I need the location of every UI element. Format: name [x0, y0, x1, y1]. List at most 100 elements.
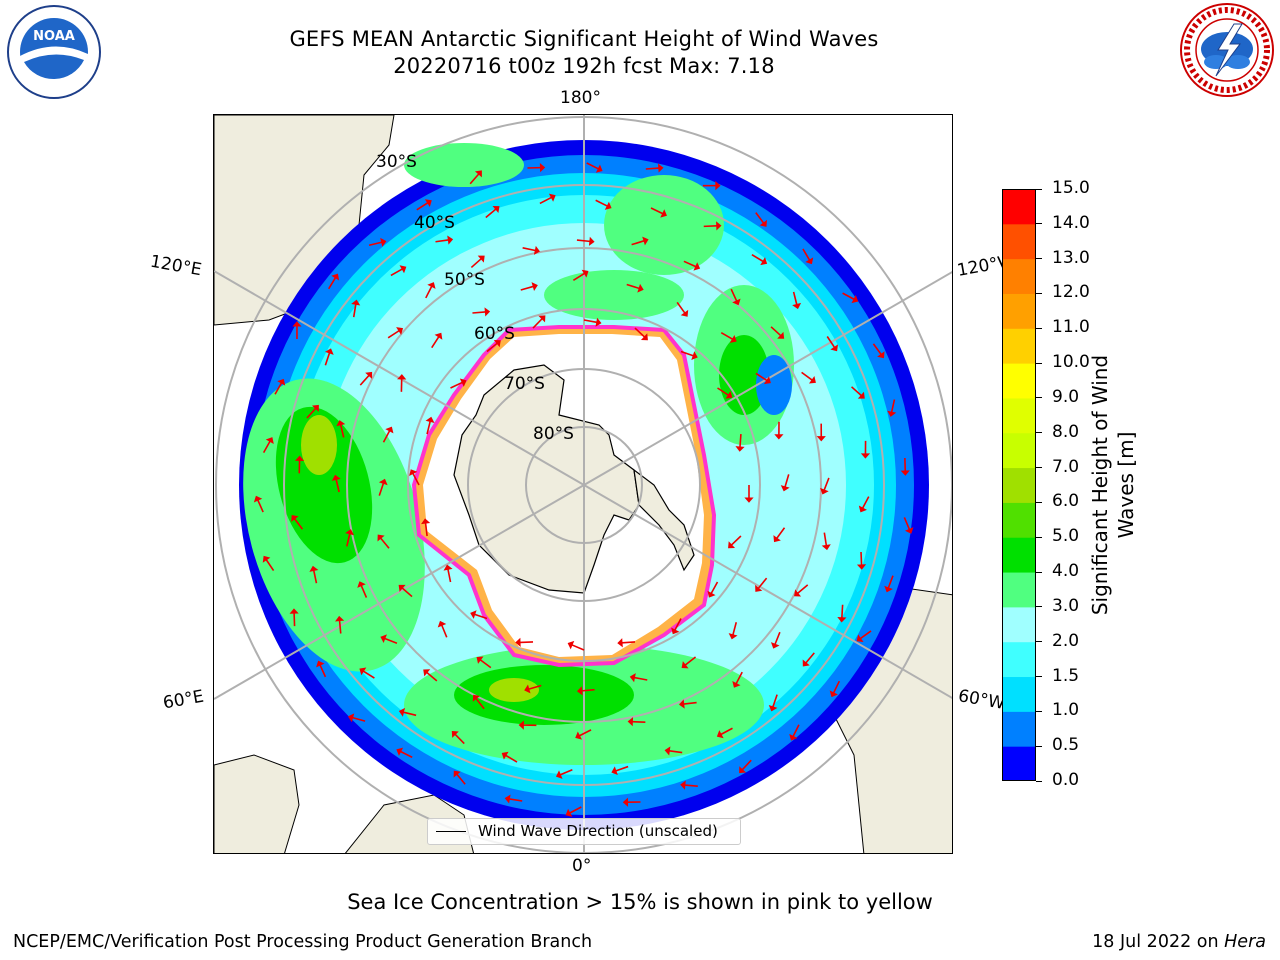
wave-direction-arrowhead [518, 720, 524, 730]
wave-direction-arrow [751, 254, 764, 263]
wave-direction-arrow [669, 750, 683, 754]
land-antarctic-peninsula [633, 468, 695, 572]
colorbar-tick-mark [1036, 432, 1042, 434]
wave-direction-arrow [572, 272, 585, 281]
wave-direction-arrow [626, 283, 640, 290]
wave-direction-arrow [339, 424, 345, 438]
wave-direction-arrow [774, 631, 781, 645]
wave-direction-arrow [710, 581, 719, 594]
colorbar-tick-label: 0.0 [1052, 770, 1080, 790]
wave-direction-arrow [841, 604, 844, 618]
wave-direction-arrow [362, 670, 375, 679]
wave-direction-arrowhead [501, 751, 509, 760]
colorbar-tick-label: 3.0 [1052, 595, 1080, 616]
wave-direction-arrowhead [856, 634, 864, 642]
colorbar-tick-label: 14.0 [1052, 212, 1090, 233]
colorbar-tick-mark [1036, 641, 1042, 643]
wave-direction-arrowhead [555, 770, 563, 779]
wave-direction-arrow [579, 729, 592, 737]
wave-direction-arrowhead [484, 307, 491, 317]
wave-direction-arrowhead [773, 535, 781, 543]
lon-label-60e: 60°E [161, 686, 206, 714]
wave-direction-arrowhead [470, 610, 477, 619]
wave-direction-arrowhead [777, 331, 785, 339]
wave-direction-arrowhead [904, 527, 914, 534]
wave-direction-arrowhead [581, 269, 589, 278]
legend-label: Wind Wave Direction (unscaled) [478, 822, 718, 840]
wave-direction-arrow [720, 332, 733, 340]
wave-direction-arrowhead [531, 282, 538, 292]
colorbar-segment [1002, 502, 1036, 538]
wave-direction-arrowhead [887, 410, 897, 417]
wave-direction-arrowhead [830, 344, 839, 352]
wave-direction-arrowhead [857, 391, 865, 399]
wave-direction-arrowhead [821, 544, 831, 551]
colorbar-tick-mark [1036, 223, 1042, 225]
wave-direction-arrowhead [732, 298, 741, 306]
wave-direction-arrowhead [725, 390, 733, 399]
wave-direction-arrowhead [794, 589, 802, 597]
colorbar-tick-label: 15.0 [1052, 178, 1090, 198]
wave-direction-arrow [772, 694, 778, 708]
wave-direction-arrowhead [515, 637, 521, 647]
lon-label-0: 0° [572, 856, 592, 876]
wave-direction-arrow [735, 671, 743, 684]
colorbar-tick-mark [1036, 536, 1042, 538]
wave-direction-arrow [387, 330, 400, 339]
wave-direction-arrow [797, 584, 809, 594]
wave-direction-arrowhead [829, 690, 838, 698]
wave-direction-arrow [469, 173, 480, 185]
wave-direction-arrow [324, 352, 331, 366]
wave-direction-arrowhead [385, 426, 394, 434]
wave-direction-arrow [569, 806, 582, 814]
wave-direction-arrow [319, 664, 327, 678]
wave-direction-arrow [306, 407, 317, 419]
wave-direction-arrowhead [858, 505, 867, 513]
wave-direction-arrowhead [595, 317, 602, 327]
wave-direction-arrow [732, 622, 738, 636]
wave-direction-arrow [826, 336, 836, 348]
wave-direction-arrow [741, 759, 752, 771]
wave-direction-arrowhead [780, 485, 790, 492]
wave-direction-arrow [755, 372, 768, 382]
wave-direction-arrowhead [396, 327, 404, 335]
wave-direction-arrowhead [900, 470, 910, 476]
map-legend: Wind Wave Direction (unscaled) [427, 818, 741, 845]
colorbar-tick-mark [1036, 362, 1042, 364]
wave-direction-arrowhead [837, 616, 847, 623]
wave-direction-arrow [425, 285, 433, 299]
wave-direction-arrowhead [347, 713, 355, 723]
wave-direction-arrow [509, 798, 523, 802]
wave-direction-arrowhead [291, 514, 299, 522]
wave-direction-arrow [475, 697, 485, 710]
wave-direction-arrow [412, 473, 420, 486]
wave-direction-arrow [474, 613, 488, 620]
wave-direction-arrow [887, 575, 894, 589]
wave-direction-arrow [520, 285, 534, 291]
colorbar-tick-mark [1036, 467, 1042, 469]
wave-direction-arrowhead [575, 731, 582, 740]
wave-direction-arrowhead [265, 437, 274, 444]
lat-label-70s: 70°S [504, 374, 545, 394]
wave-direction-arrow [401, 587, 413, 598]
wave-direction-arrowhead [398, 584, 406, 592]
wave-direction-arrow [842, 292, 855, 300]
wave-direction-arrow [802, 248, 811, 261]
colorbar-segment [1002, 328, 1036, 364]
wave-direction-arrowhead [359, 667, 367, 676]
wave-direction-arrowhead [377, 534, 385, 542]
wave-direction-arrowhead [474, 170, 482, 178]
wave-direction-arrowhead [860, 453, 871, 459]
colorbar-tick-label: 2.0 [1052, 630, 1080, 651]
wave-direction-arrow [581, 688, 595, 692]
wave-direction-arrow [403, 711, 417, 717]
wave-direction-arrow [805, 652, 815, 664]
wave-direction-arrow [486, 342, 498, 353]
wave-direction-arrow [851, 386, 862, 397]
wave-direction-arrowhead [681, 661, 689, 669]
wave-direction-arrow [360, 585, 368, 598]
wave-direction-arrowhead [802, 659, 810, 667]
wave-direction-arrowhead [292, 321, 302, 327]
wave-direction-arrowhead [443, 564, 453, 571]
wave-direction-arrow [338, 620, 342, 634]
